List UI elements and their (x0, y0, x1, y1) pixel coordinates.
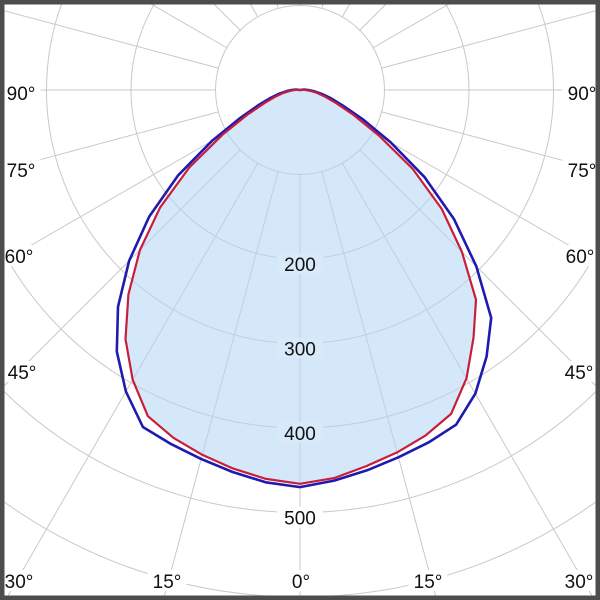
angle-label-bg-1 (1, 159, 41, 180)
angle-label-bg-4 (0, 570, 39, 591)
beam-fill (125, 89, 476, 484)
intensity-curve-blue (115, 88, 493, 489)
angle-label-bg-3 (2, 361, 42, 382)
angle-tick-label-5: 15° (153, 572, 182, 593)
grid-radial-120-right (372, 0, 457, 49)
angle-label-bg-5 (147, 570, 187, 591)
radial-tick-label-400: 400 (284, 424, 316, 445)
radial-label-bg-200 (277, 253, 323, 274)
radial-tick-label-500: 500 (284, 509, 316, 530)
intensity-curves (115, 88, 493, 489)
angle-tick-label-3: 45° (8, 363, 37, 384)
angle-tick-labels: 90° 75° 60° 45° 30° 15° 0° 15° 30° 45° 60° 75° 90° (0, 82, 600, 593)
grid-radial-105-right (381, 9, 600, 69)
radial-tick-label-200: 200 (284, 255, 316, 276)
radial-label-bg-500 (277, 506, 323, 528)
angle-tick-label-2: 60° (5, 247, 34, 268)
angle-tick-label-0: 90° (7, 84, 36, 105)
grid-radial-60-left (0, 131, 228, 264)
angle-tick-label-8: 30° (565, 572, 594, 593)
grid-radial-75-right (381, 111, 600, 171)
angle-tick-label-10: 60° (566, 247, 595, 268)
angle-tick-label-1: 75° (7, 161, 36, 182)
angle-tick-label-7: 15° (414, 572, 443, 593)
angle-label-bg-12 (562, 82, 600, 103)
angle-label-bg-11 (562, 159, 600, 180)
angle-tick-label-12: 90° (568, 84, 597, 105)
radial-label-bg-400 (277, 422, 323, 443)
angle-label-bg-6 (287, 570, 315, 591)
angle-label-bg-10 (560, 245, 600, 266)
angle-tick-label-4: 30° (5, 572, 34, 593)
angle-tick-label-9: 45° (565, 363, 594, 384)
grid-radial-135-right (359, 0, 391, 31)
angle-label-bg-9 (559, 361, 599, 382)
angle-tick-label-6: 0° (292, 572, 310, 593)
grid-radial-120-left (143, 0, 228, 49)
angle-tick-label-11: 75° (568, 161, 597, 182)
angle-label-bg-0 (1, 82, 41, 103)
radial-tick-label-300: 300 (284, 340, 316, 361)
intensity-curve-red (124, 88, 478, 485)
radial-tick-labels: 200 300 400 500 (277, 253, 323, 530)
angle-label-bg-8 (559, 570, 599, 591)
grid-radial-75-left (0, 111, 219, 171)
grid-radial-60-right (372, 131, 600, 264)
grid-radial-105-left (0, 9, 219, 69)
angle-label-bg-7 (408, 570, 448, 591)
intensity-fill-area (125, 89, 476, 484)
grid-radial-135-left (209, 0, 241, 31)
radial-label-bg-300 (277, 337, 323, 359)
angle-label-bg-2 (0, 245, 39, 266)
